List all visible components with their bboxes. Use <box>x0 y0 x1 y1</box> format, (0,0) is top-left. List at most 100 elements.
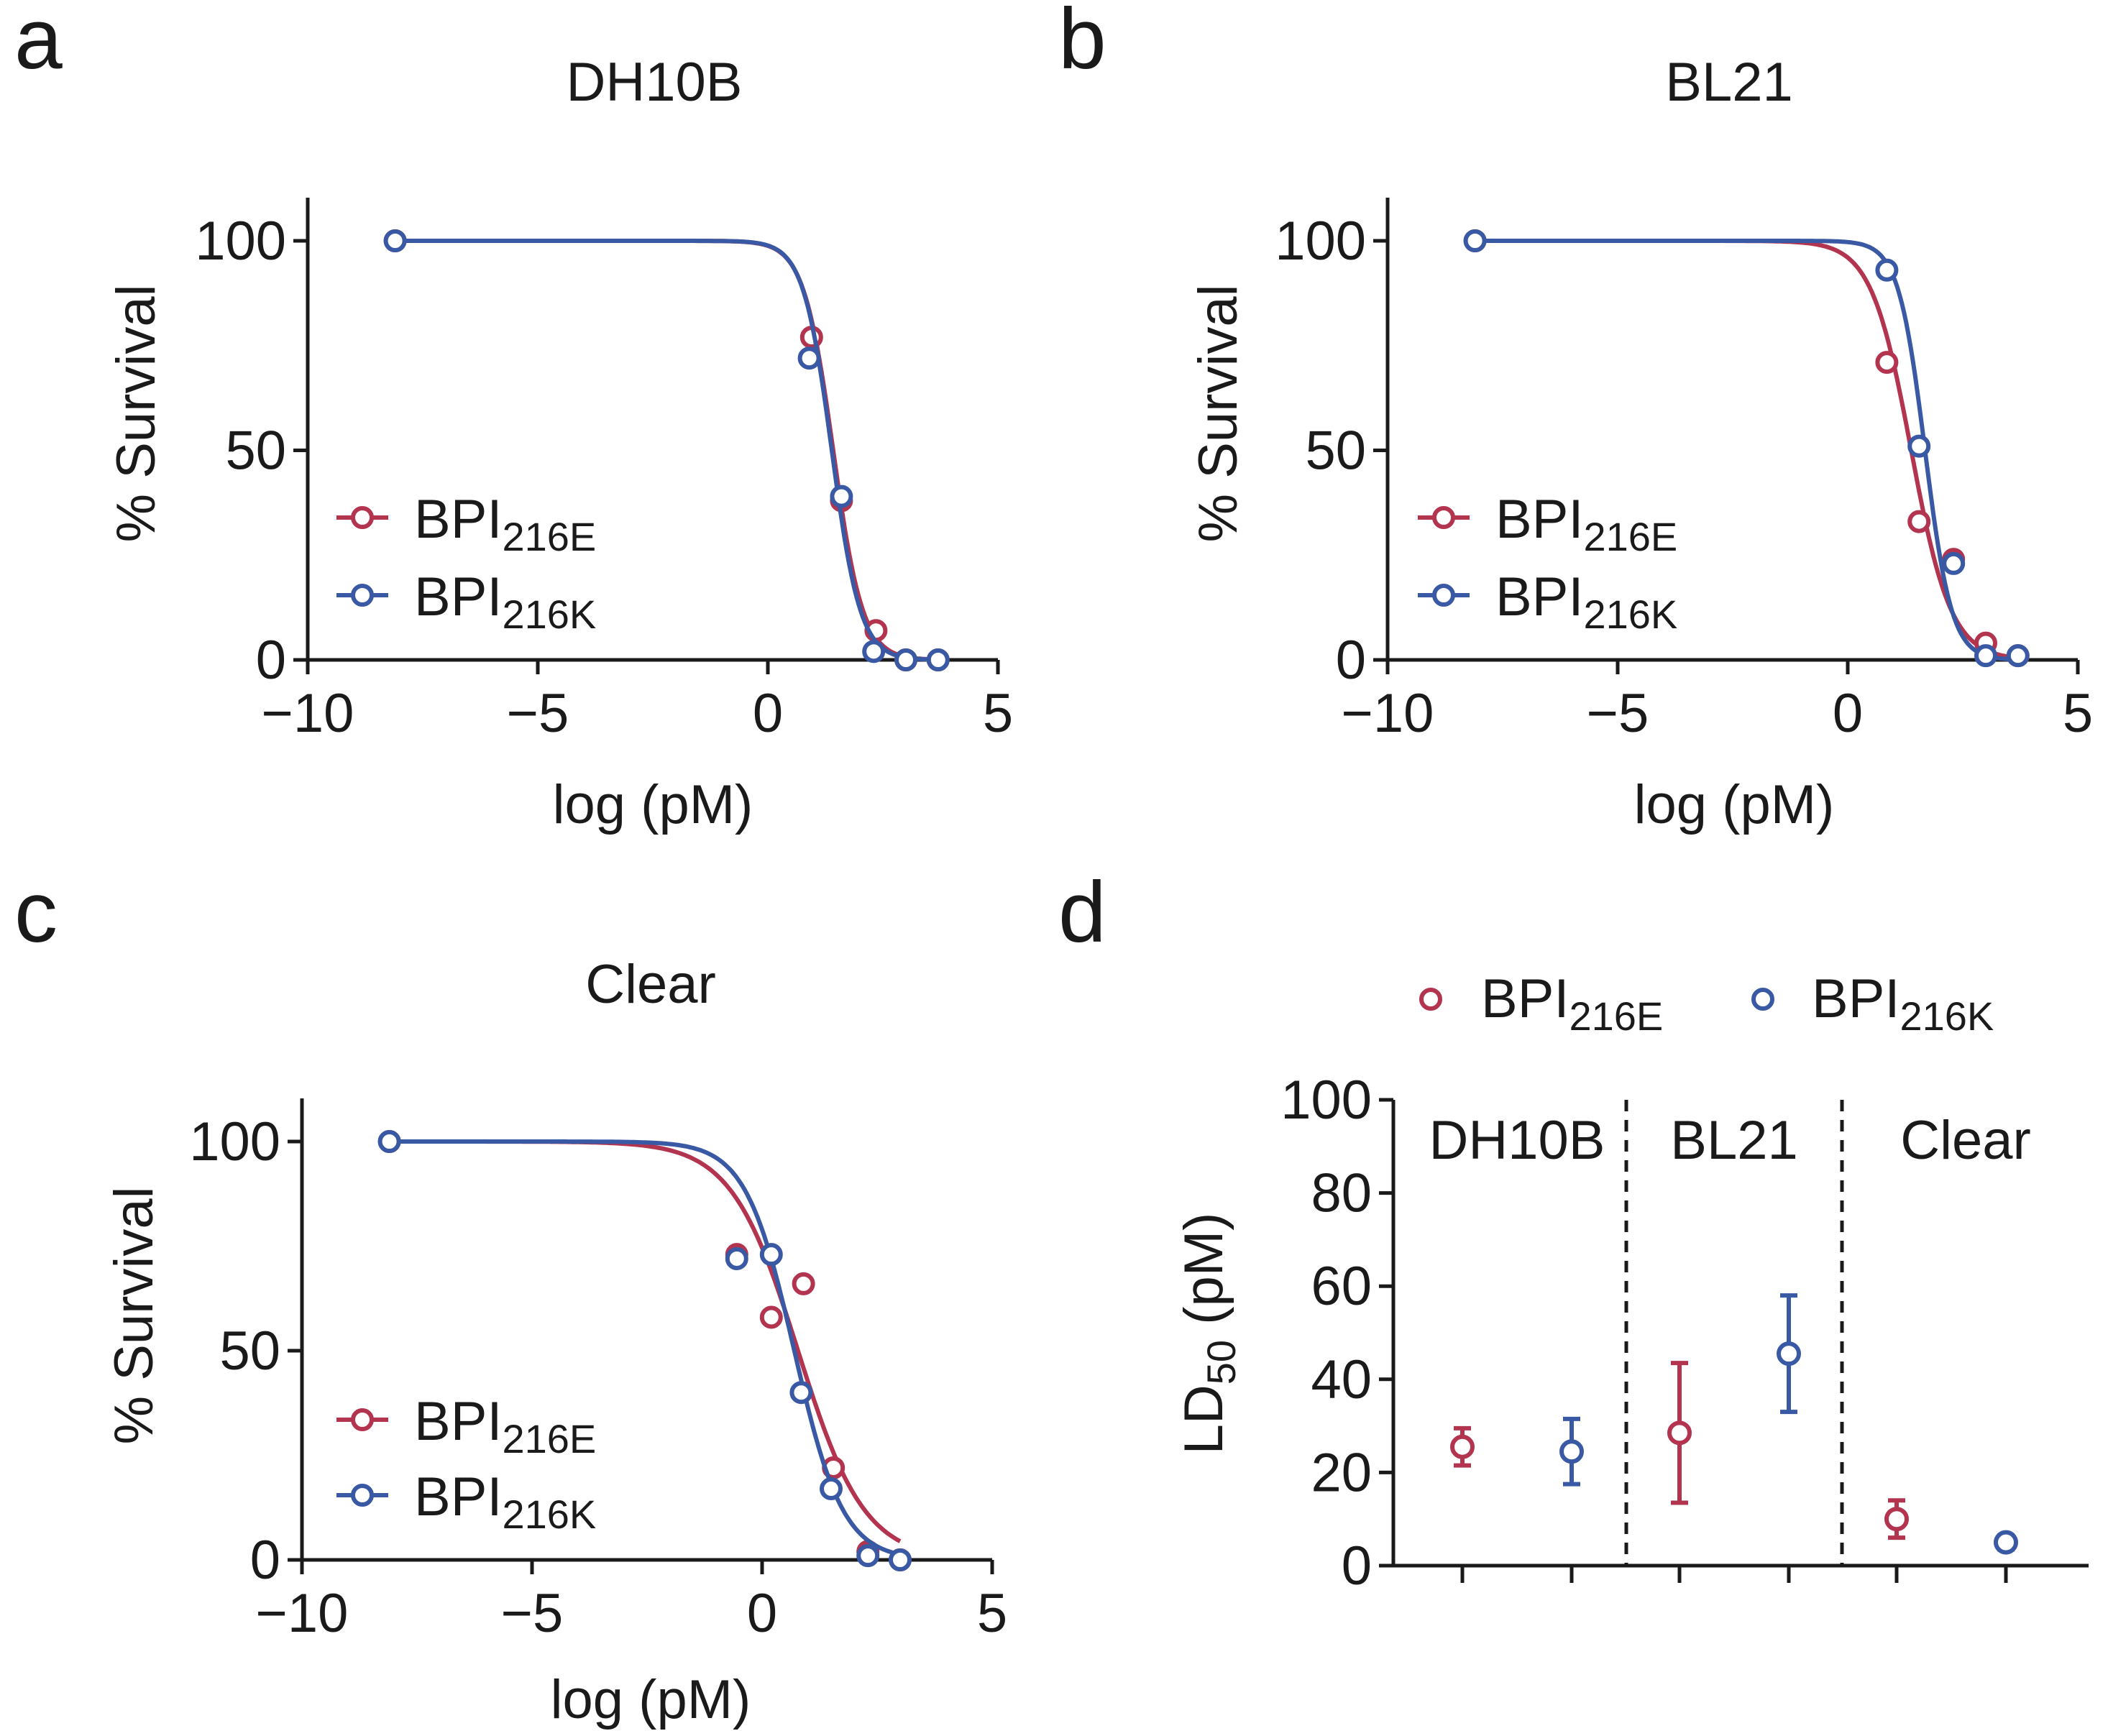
x-axis-title-c: log (pM) <box>551 1669 751 1730</box>
x-tick-label-a: 0 <box>753 683 783 744</box>
legend-label-k-b-main: BPI <box>1495 566 1584 628</box>
x-tick-label-b: 0 <box>1833 683 1863 744</box>
ld50-point-DH10B-BPI216E <box>1450 1434 1475 1459</box>
y-tick-label-b: 50 <box>1305 421 1366 482</box>
ld50-point-Clear-BPI216E <box>1884 1507 1909 1532</box>
x-tick-label-a: 5 <box>983 683 1013 744</box>
legend-label-k-b-sub: 216K <box>1584 592 1678 637</box>
legend-label-e-c: BPI216E <box>414 1391 596 1461</box>
data-point-BPI216K <box>1907 434 1931 458</box>
data-point-BPI216K <box>856 1544 880 1568</box>
legend-marker-k-c <box>351 1484 374 1507</box>
y-tick-label-c: 0 <box>250 1530 280 1591</box>
legend-marker-e-c <box>351 1408 374 1431</box>
y-tick-label-d: 0 <box>1342 1535 1372 1597</box>
legend-label-k-a-sub: 216K <box>503 592 597 637</box>
legend-label-k-d-sub: 216K <box>1900 993 1994 1039</box>
fit-curve-BPI216K <box>395 239 943 662</box>
data-point-BPI216K <box>383 229 407 252</box>
legend-marker-e-a <box>351 506 374 529</box>
ld50-point-Clear-BPI216K <box>1994 1530 2018 1555</box>
x-tick-label-c: −10 <box>256 1583 349 1644</box>
y-axis-title-d-main: LD <box>1173 1384 1234 1454</box>
ld50-point-BL21-BPI216K <box>1777 1341 1801 1367</box>
x-tick-label-c: −5 <box>501 1583 564 1644</box>
data-point-BPI216E <box>1907 510 1931 533</box>
data-point-BPI216K <box>1875 258 1899 282</box>
group-label-clear: Clear <box>1900 1110 2031 1171</box>
data-point-BPI216K <box>789 1381 813 1405</box>
ld50-point-BL21-BPI216E <box>1667 1420 1692 1446</box>
y-tick-label-a: 100 <box>195 211 286 272</box>
group-label-dh10b: DH10B <box>1429 1110 1605 1171</box>
legend-label-k-c-sub: 216K <box>503 1492 597 1537</box>
y-tick-label-a: 50 <box>225 421 286 482</box>
legend-label-e-d-main: BPI <box>1481 968 1569 1029</box>
group-label-bl21: BL21 <box>1670 1110 1798 1171</box>
legend-label-e-c-main: BPI <box>414 1391 503 1452</box>
data-point-BPI216K <box>926 648 950 671</box>
legend-label-e-b-sub: 216E <box>1584 514 1678 559</box>
legend-label-k-c: BPI216K <box>414 1466 596 1537</box>
data-point-BPI216K <box>1942 551 1966 575</box>
x-tick-label-b: −5 <box>1587 683 1649 744</box>
legend-label-e-d: BPI216E <box>1481 968 1663 1039</box>
legend-label-e-c-sub: 216E <box>503 1416 597 1461</box>
data-point-BPI216K <box>862 640 886 663</box>
data-point-BPI216K <box>820 1477 843 1501</box>
y-tick-label-d: 60 <box>1311 1256 1372 1317</box>
panel-letter-b: b <box>1058 0 1106 87</box>
y-tick-label-d: 20 <box>1311 1442 1372 1503</box>
legend-label-k-a-main: BPI <box>414 566 503 628</box>
legend-marker-k-a <box>351 584 374 607</box>
data-point-BPI216K <box>725 1246 748 1270</box>
y-axis-title-c: % Survival <box>104 1187 165 1445</box>
data-point-BPI216K <box>894 648 917 671</box>
x-tick-label-a: −10 <box>262 683 354 744</box>
y-tick-label-d: 80 <box>1311 1163 1372 1224</box>
panel-title-b: BL21 <box>1665 52 1793 113</box>
legend-marker-e-d <box>1419 988 1442 1011</box>
legend-label-k-c-main: BPI <box>414 1466 503 1528</box>
fit-curve-BPI216K <box>1475 239 2023 662</box>
x-tick-label-c: 5 <box>977 1583 1007 1644</box>
x-tick-label-b: 5 <box>2063 683 2093 744</box>
legend-marker-k-b <box>1432 584 1455 607</box>
y-tick-label-b: 100 <box>1275 211 1366 272</box>
legend-label-e-d-sub: 216E <box>1569 993 1664 1039</box>
legend-marker-e-b <box>1432 506 1455 529</box>
data-point-BPI216K <box>2006 644 2030 668</box>
y-axis-title-a: % Survival <box>106 285 167 543</box>
data-point-BPI216K <box>797 346 821 370</box>
ld50-point-DH10B-BPI216K <box>1559 1439 1584 1464</box>
data-point-BPI216E <box>792 1272 815 1295</box>
y-tick-label-b: 0 <box>1336 630 1366 691</box>
legend-label-e-a-sub: 216E <box>503 514 597 559</box>
panel-title-a: DH10B <box>567 52 743 113</box>
data-point-BPI216E <box>1875 351 1899 375</box>
data-point-BPI216K <box>889 1548 912 1571</box>
y-tick-label-d: 100 <box>1280 1070 1372 1131</box>
legend-label-e-a: BPI216E <box>414 489 596 559</box>
fit-curve-BPI216K <box>389 1139 901 1557</box>
y-axis-title-d-tail: (pM) <box>1173 1213 1234 1340</box>
legend-label-k-d-main: BPI <box>1812 968 1900 1029</box>
legend-label-k-b: BPI216K <box>1495 566 1677 637</box>
panel-letter-d: d <box>1058 864 1106 960</box>
data-point-BPI216K <box>1974 644 1997 668</box>
legend-label-e-b-main: BPI <box>1495 489 1584 550</box>
legend-label-e-b: BPI216E <box>1495 489 1677 559</box>
data-point-BPI216K <box>830 484 853 508</box>
y-axis-title-b: % Survival <box>1188 285 1249 543</box>
data-point-BPI216K <box>377 1130 401 1153</box>
data-point-BPI216K <box>759 1243 783 1267</box>
y-tick-label-c: 100 <box>189 1111 280 1172</box>
x-axis-title-b: log (pM) <box>1634 774 1835 835</box>
legend-label-e-a-main: BPI <box>414 489 503 550</box>
y-axis-title-d-sub: 50 <box>1199 1340 1244 1384</box>
